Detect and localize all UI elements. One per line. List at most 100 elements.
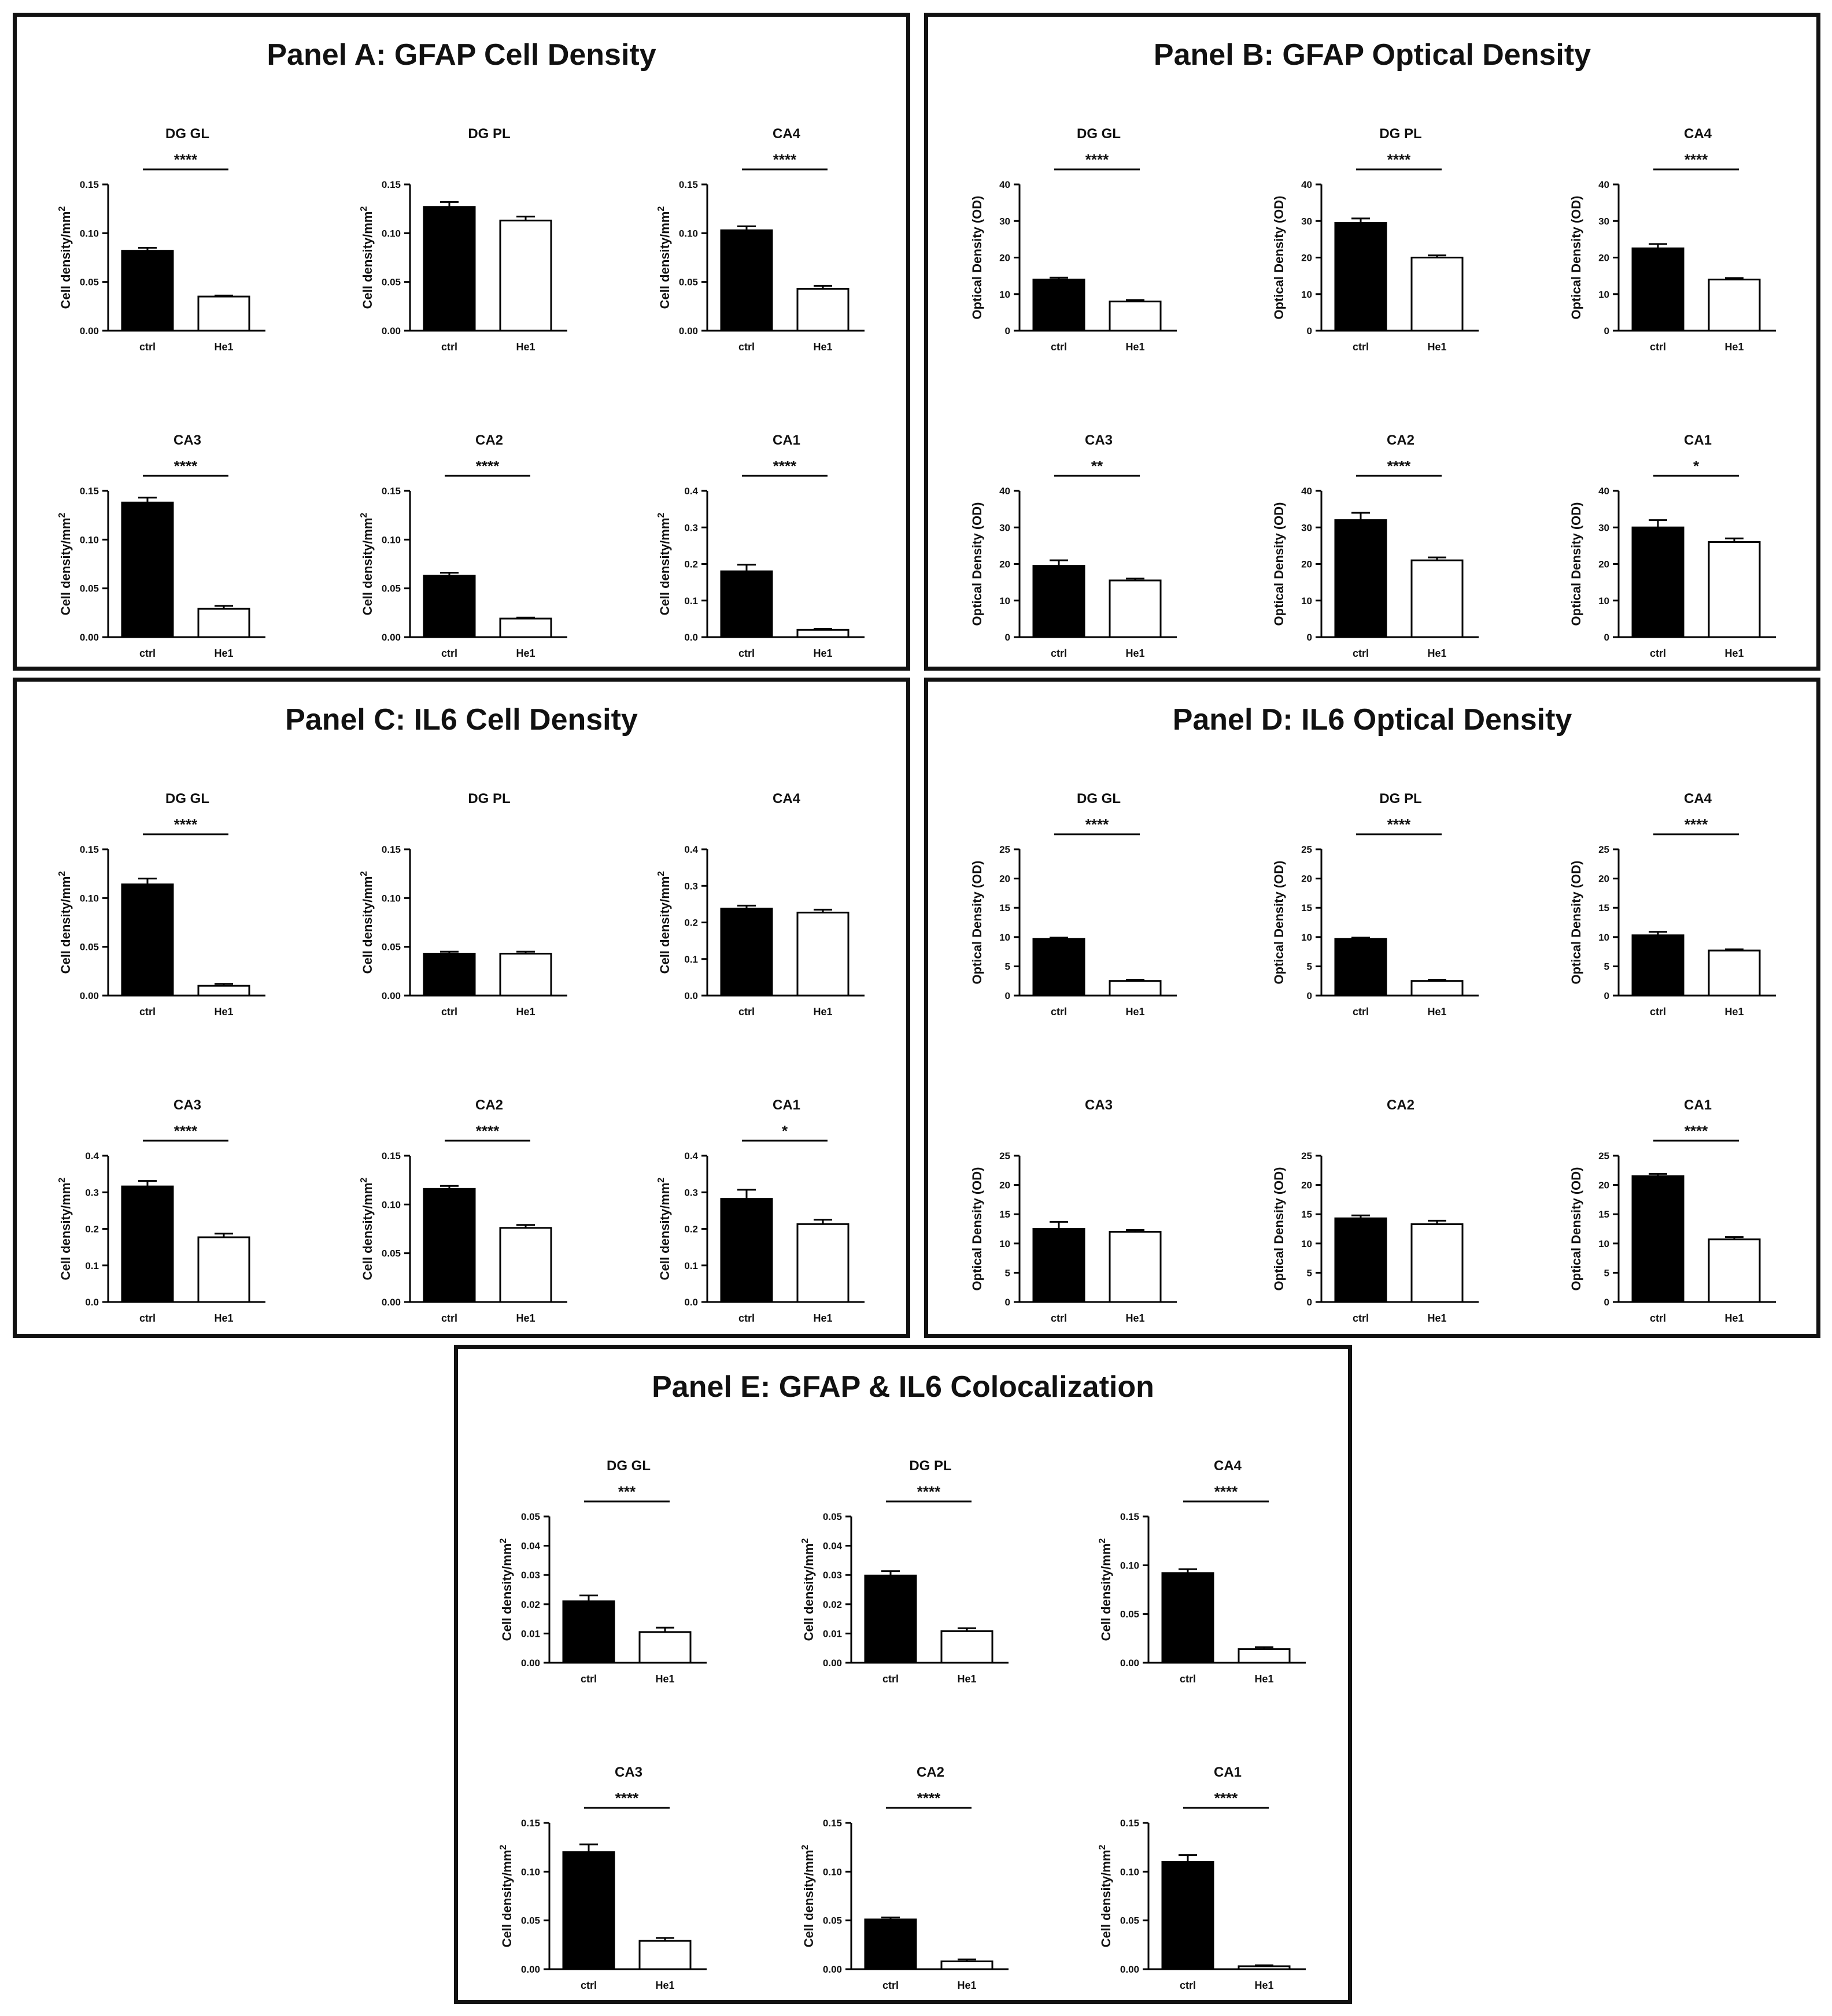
y-axis-label-text: Optical Density (OD) [1569, 502, 1583, 626]
y-tick-label: 0.10 [1120, 1560, 1139, 1571]
subplot-ca1: CA1 Optical Density (OD) 0 5 10 15 20 25 ctrl He1… [1569, 1097, 1776, 1324]
x-category-label: ctrl [581, 1980, 597, 1991]
y-tick-label: 0 [1307, 632, 1312, 643]
bar-he1 [1410, 257, 1464, 332]
y-tick-label: 0.15 [382, 179, 401, 190]
y-tick-label: 0.1 [85, 1260, 99, 1271]
y-tick-label: 0.15 [1120, 1511, 1139, 1522]
y-axis-label: Optical Density (OD) [1272, 196, 1286, 320]
x-category-label: He1 [516, 1006, 535, 1018]
significance-stars: **** [917, 1789, 941, 1807]
x-category-label: He1 [813, 1006, 832, 1018]
bar-he1 [940, 1960, 993, 1970]
y-axis-label: Optical Density (OD) [1272, 502, 1286, 626]
x-category-label: He1 [516, 1312, 535, 1324]
bar-ctrl [1334, 1217, 1387, 1303]
significance-stars: *** [618, 1483, 636, 1500]
x-category-label: He1 [1427, 1312, 1446, 1324]
y-tick-label: 0.15 [80, 486, 99, 497]
bar-he1 [638, 1940, 692, 1970]
bar-he1 [796, 1223, 849, 1303]
subplot-ca4: CA4 Cell density/mm2 0.0 0.1 0.2 0.3 0.4 ctrl He… [656, 791, 865, 1018]
bar-he1 [1708, 949, 1761, 997]
y-tick-label: 0.4 [684, 486, 698, 497]
significance-stars: **** [1685, 1122, 1708, 1140]
x-category-label: He1 [516, 648, 535, 659]
y-tick-label: 0 [1604, 632, 1609, 643]
x-category-label: ctrl [1353, 1006, 1369, 1018]
x-category-label: He1 [1427, 648, 1446, 659]
bar-ctrl [720, 1198, 773, 1303]
bar-he1 [197, 295, 250, 332]
y-axis-label: Cell density/mm2 [656, 871, 672, 974]
y-axis-label: Cell density/mm2 [656, 1178, 672, 1281]
y-tick-label: 0.15 [521, 1818, 540, 1829]
y-axis-label: Optical Density (OD) [970, 1167, 984, 1291]
y-tick-label: 20 [999, 559, 1010, 570]
y-tick-label: 0 [1307, 1297, 1312, 1308]
y-axis-label-superscript: 2 [800, 1845, 810, 1850]
y-tick-label: 0.10 [823, 1866, 842, 1877]
significance-stars: **** [1685, 816, 1708, 833]
y-tick-label: 0.00 [382, 632, 401, 643]
x-category-label: He1 [1724, 1312, 1744, 1324]
y-tick-label: 0.10 [382, 534, 401, 545]
y-axis-label-text: Cell density/mm [658, 1183, 672, 1281]
subplot-ca1: CA1 Optical Density (OD) 0 10 20 30 40 ctrl He1 * [1569, 432, 1776, 659]
y-axis-label-text: Cell density/mm [58, 212, 73, 309]
x-category-label: He1 [214, 648, 233, 659]
bar-ctrl [1631, 934, 1685, 997]
x-category-label: He1 [1125, 1006, 1144, 1018]
y-tick-label: 40 [999, 486, 1010, 497]
subplot-title: CA1 [1684, 1097, 1712, 1113]
bar-he1 [1708, 541, 1761, 638]
y-tick-label: 0.05 [521, 1915, 540, 1926]
x-category-label: ctrl [1650, 648, 1666, 659]
y-axis-label-superscript: 2 [57, 206, 67, 212]
x-category-label: ctrl [441, 1006, 457, 1018]
y-axis-label-superscript: 2 [57, 513, 67, 518]
y-tick-label: 0.15 [1120, 1818, 1139, 1829]
y-tick-label: 25 [1598, 1151, 1609, 1161]
y-axis-label-superscript: 2 [359, 206, 369, 212]
significance-stars: **** [1387, 816, 1411, 833]
y-axis-label-text: Cell density/mm [58, 518, 73, 616]
y-tick-label: 0.05 [382, 277, 401, 288]
y-axis-label-text: Cell density/mm [500, 1850, 514, 1948]
y-axis-label-text: Optical Density (OD) [1272, 196, 1286, 320]
subplot-title: CA4 [1684, 126, 1712, 142]
y-axis-label: Cell density/mm2 [1098, 1845, 1113, 1948]
subplot-title: CA3 [173, 1097, 201, 1113]
y-tick-label: 5 [1307, 1267, 1312, 1278]
y-tick-label: 0.2 [684, 1224, 698, 1235]
bar-he1 [1410, 1223, 1464, 1303]
bar-he1 [1238, 1965, 1291, 1970]
panel-title: Panel A: GFAP Cell Density [267, 38, 656, 72]
bar-he1 [499, 1227, 552, 1303]
y-tick-label: 15 [1598, 902, 1609, 913]
bar-he1 [197, 985, 250, 997]
x-category-label: ctrl [882, 1673, 899, 1685]
y-tick-label: 0.3 [684, 1187, 698, 1198]
y-tick-label: 0.10 [382, 893, 401, 904]
subplot-ca2: CA2 Cell density/mm2 0.00 0.05 0.10 0.15 ctrl H… [800, 1765, 1009, 1991]
subplot-title: CA2 [1387, 1097, 1414, 1113]
y-axis-label-text: Cell density/mm [360, 1183, 375, 1281]
significance-stars: **** [1685, 151, 1708, 168]
y-axis-label: Cell density/mm2 [656, 513, 672, 616]
subplot-title: DG GL [607, 1458, 651, 1474]
y-tick-label: 0.00 [80, 632, 99, 643]
x-category-label: ctrl [581, 1673, 597, 1685]
y-axis-label: Optical Density (OD) [970, 196, 984, 320]
subplot-title: CA1 [1214, 1765, 1242, 1780]
subplot-dg-gl: DG GL Cell density/mm2 0.00 0.05 0.10 0.15 ctr… [57, 126, 265, 353]
significance-stars: **** [1085, 151, 1109, 168]
y-tick-label: 15 [1301, 902, 1312, 913]
y-tick-label: 0.00 [823, 1964, 842, 1975]
subplot-ca4: CA4 Cell density/mm2 0.00 0.05 0.10 0.15 ctrl H… [1098, 1458, 1306, 1685]
y-tick-label: 0.0 [684, 1297, 698, 1308]
y-tick-label: 40 [1301, 179, 1312, 190]
subplot-dg-pl: DG PL Cell density/mm2 0.00 0.05 0.10 0.15 ctr… [359, 791, 567, 1018]
y-tick-label: 0.05 [382, 583, 401, 594]
subplot-ca2: CA2 Cell density/mm2 0.00 0.05 0.10 0.15 ctrl H… [359, 1097, 567, 1324]
